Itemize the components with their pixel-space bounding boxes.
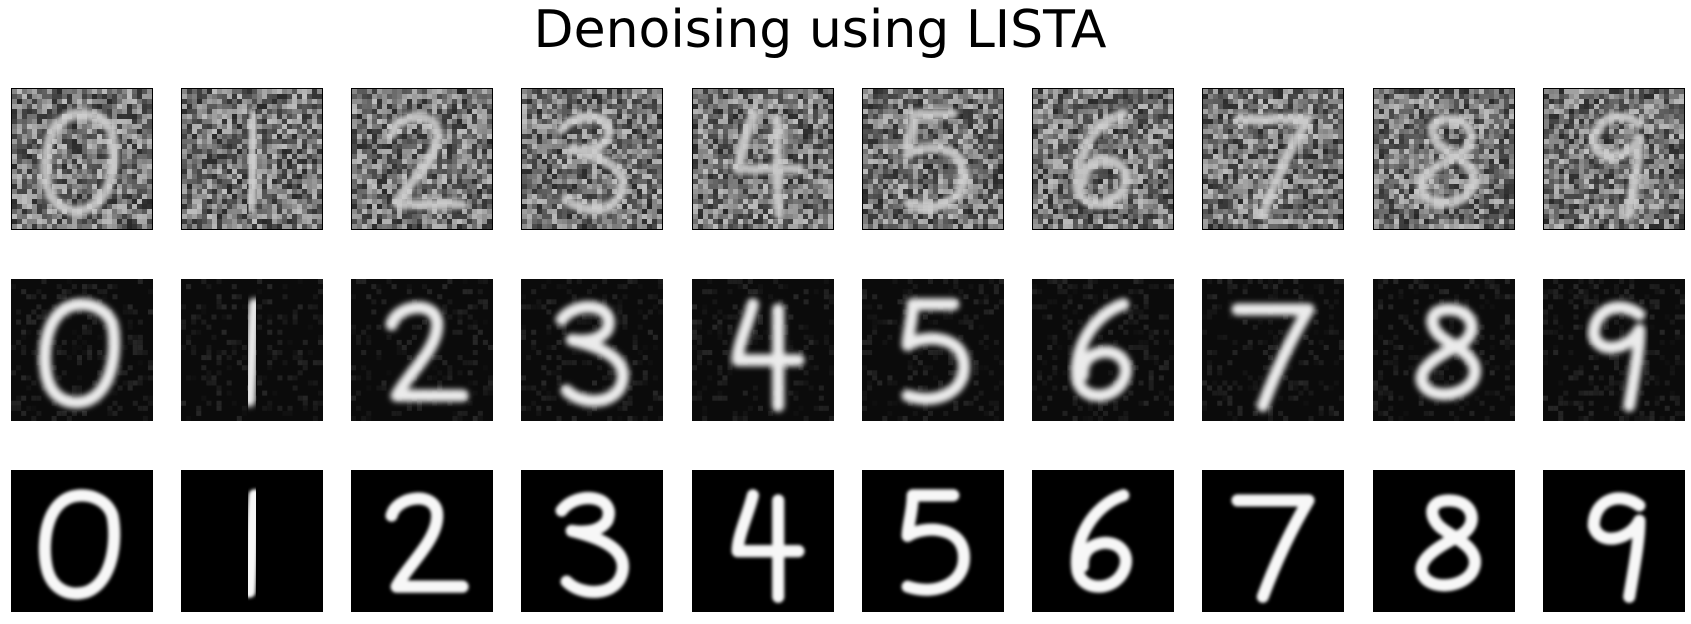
noisy-input-digit-7 [1202, 88, 1344, 230]
lista-denoised-image-6 [1032, 279, 1174, 421]
ground-truth-digit-9 [1543, 470, 1685, 612]
lista-denoised-digit-2 [351, 279, 493, 421]
lista-denoised-image-9 [1543, 279, 1685, 421]
digit-stroke-4 [733, 109, 803, 219]
ground-truth-image-6 [1032, 470, 1174, 612]
digit-stroke-0 [38, 298, 121, 409]
digit-stroke-9 [1587, 492, 1646, 603]
digit-stroke-7 [1231, 494, 1315, 603]
ground-truth-digit-6 [1032, 470, 1174, 612]
lista-denoised-digit-7 [1202, 279, 1344, 421]
digit-stroke-5 [901, 298, 970, 405]
lista-denoised-image-4 [692, 279, 834, 421]
digit-stroke-9 [1589, 111, 1644, 219]
noisy-input-image-6 [1033, 89, 1173, 229]
noisy-input-digit-3 [521, 88, 663, 230]
noisy-input-image-7 [1203, 89, 1343, 229]
lista-denoised-image-0 [11, 279, 153, 421]
digit-stroke-2 [385, 492, 469, 593]
noisy-input-digit-0 [11, 88, 153, 230]
digit-stroke-9 [1587, 301, 1646, 412]
noisy-input-digit-4 [692, 88, 834, 230]
ground-truth-image-1 [181, 470, 323, 612]
lista-denoised-image-2 [351, 279, 493, 421]
ground-truth-image-4 [692, 470, 834, 612]
ground-truth-digit-7 [1202, 470, 1344, 612]
figure-title: Denoising using LISTA [533, 0, 1107, 60]
ground-truth-digit-2 [351, 470, 493, 612]
ground-truth-image-8 [1373, 470, 1515, 612]
noisy-input-image-3 [522, 89, 662, 229]
digit-stroke-0 [38, 489, 121, 600]
noisy-input-image-4 [693, 89, 833, 229]
digit-stroke-7 [1233, 114, 1313, 219]
digit-stroke-0 [40, 109, 119, 216]
ground-truth-image-9 [1543, 470, 1685, 612]
ground-truth-digit-4 [692, 470, 834, 612]
ground-truth-image-2 [351, 470, 493, 612]
noisy-input-digit-1 [181, 88, 323, 230]
noisy-input-digit-8 [1373, 88, 1515, 230]
noisy-input-image-5 [863, 89, 1003, 229]
lista-denoised-digit-8 [1373, 279, 1515, 421]
ground-truth-image-5 [862, 470, 1004, 612]
ground-truth-image-3 [521, 470, 663, 612]
digit-stroke-3 [555, 492, 629, 598]
noisy-input-image-1 [182, 89, 322, 229]
noisy-input-image-9 [1544, 89, 1684, 229]
lista-denoised-image-8 [1373, 279, 1515, 421]
noisy-input-image-8 [1374, 89, 1514, 229]
lista-denoised-digit-6 [1032, 279, 1174, 421]
digit-stroke-1 [244, 109, 260, 214]
lista-denoised-digit-5 [862, 279, 1004, 421]
digit-stroke-4 [731, 298, 805, 412]
ground-truth-digit-5 [862, 470, 1004, 612]
digit-stroke-3 [557, 111, 628, 215]
lista-denoised-digit-9 [1543, 279, 1685, 421]
digit-stroke-1 [243, 298, 261, 407]
noisy-input-image-0 [12, 89, 152, 229]
noisy-input-digit-2 [351, 88, 493, 230]
lista-denoised-image-1 [181, 279, 323, 421]
lista-denoised-digit-3 [521, 279, 663, 421]
lista-denoised-digit-0 [11, 279, 153, 421]
digit-stroke-3 [555, 301, 629, 407]
noisy-input-image-2 [352, 89, 492, 229]
lista-denoised-image-5 [862, 279, 1004, 421]
lista-denoised-digit-4 [692, 279, 834, 421]
digit-stroke-5 [903, 109, 969, 213]
digit-stroke-7 [1231, 303, 1315, 412]
noisy-input-digit-9 [1543, 88, 1685, 230]
ground-truth-digit-3 [521, 470, 663, 612]
ground-truth-digit-1 [181, 470, 323, 612]
digit-stroke-2 [387, 112, 467, 209]
digit-stroke-8 [1415, 494, 1481, 592]
ground-truth-image-7 [1202, 470, 1344, 612]
digit-stroke-6 [1070, 489, 1132, 593]
digit-stroke-8 [1415, 303, 1481, 401]
digit-stroke-5 [901, 489, 970, 596]
ground-truth-image-0 [11, 470, 153, 612]
ground-truth-digit-0 [11, 470, 153, 612]
digit-stroke-2 [385, 301, 469, 402]
noisy-input-digit-6 [1032, 88, 1174, 230]
digit-stroke-1 [243, 489, 261, 598]
ground-truth-digit-8 [1373, 470, 1515, 612]
digit-stroke-4 [731, 489, 805, 603]
lista-denoised-digit-1 [181, 279, 323, 421]
lista-denoised-image-7 [1202, 279, 1344, 421]
digit-stroke-6 [1070, 298, 1132, 402]
lista-denoised-image-3 [521, 279, 663, 421]
digit-stroke-6 [1072, 109, 1131, 209]
noisy-input-digit-5 [862, 88, 1004, 230]
digit-stroke-8 [1416, 114, 1480, 208]
